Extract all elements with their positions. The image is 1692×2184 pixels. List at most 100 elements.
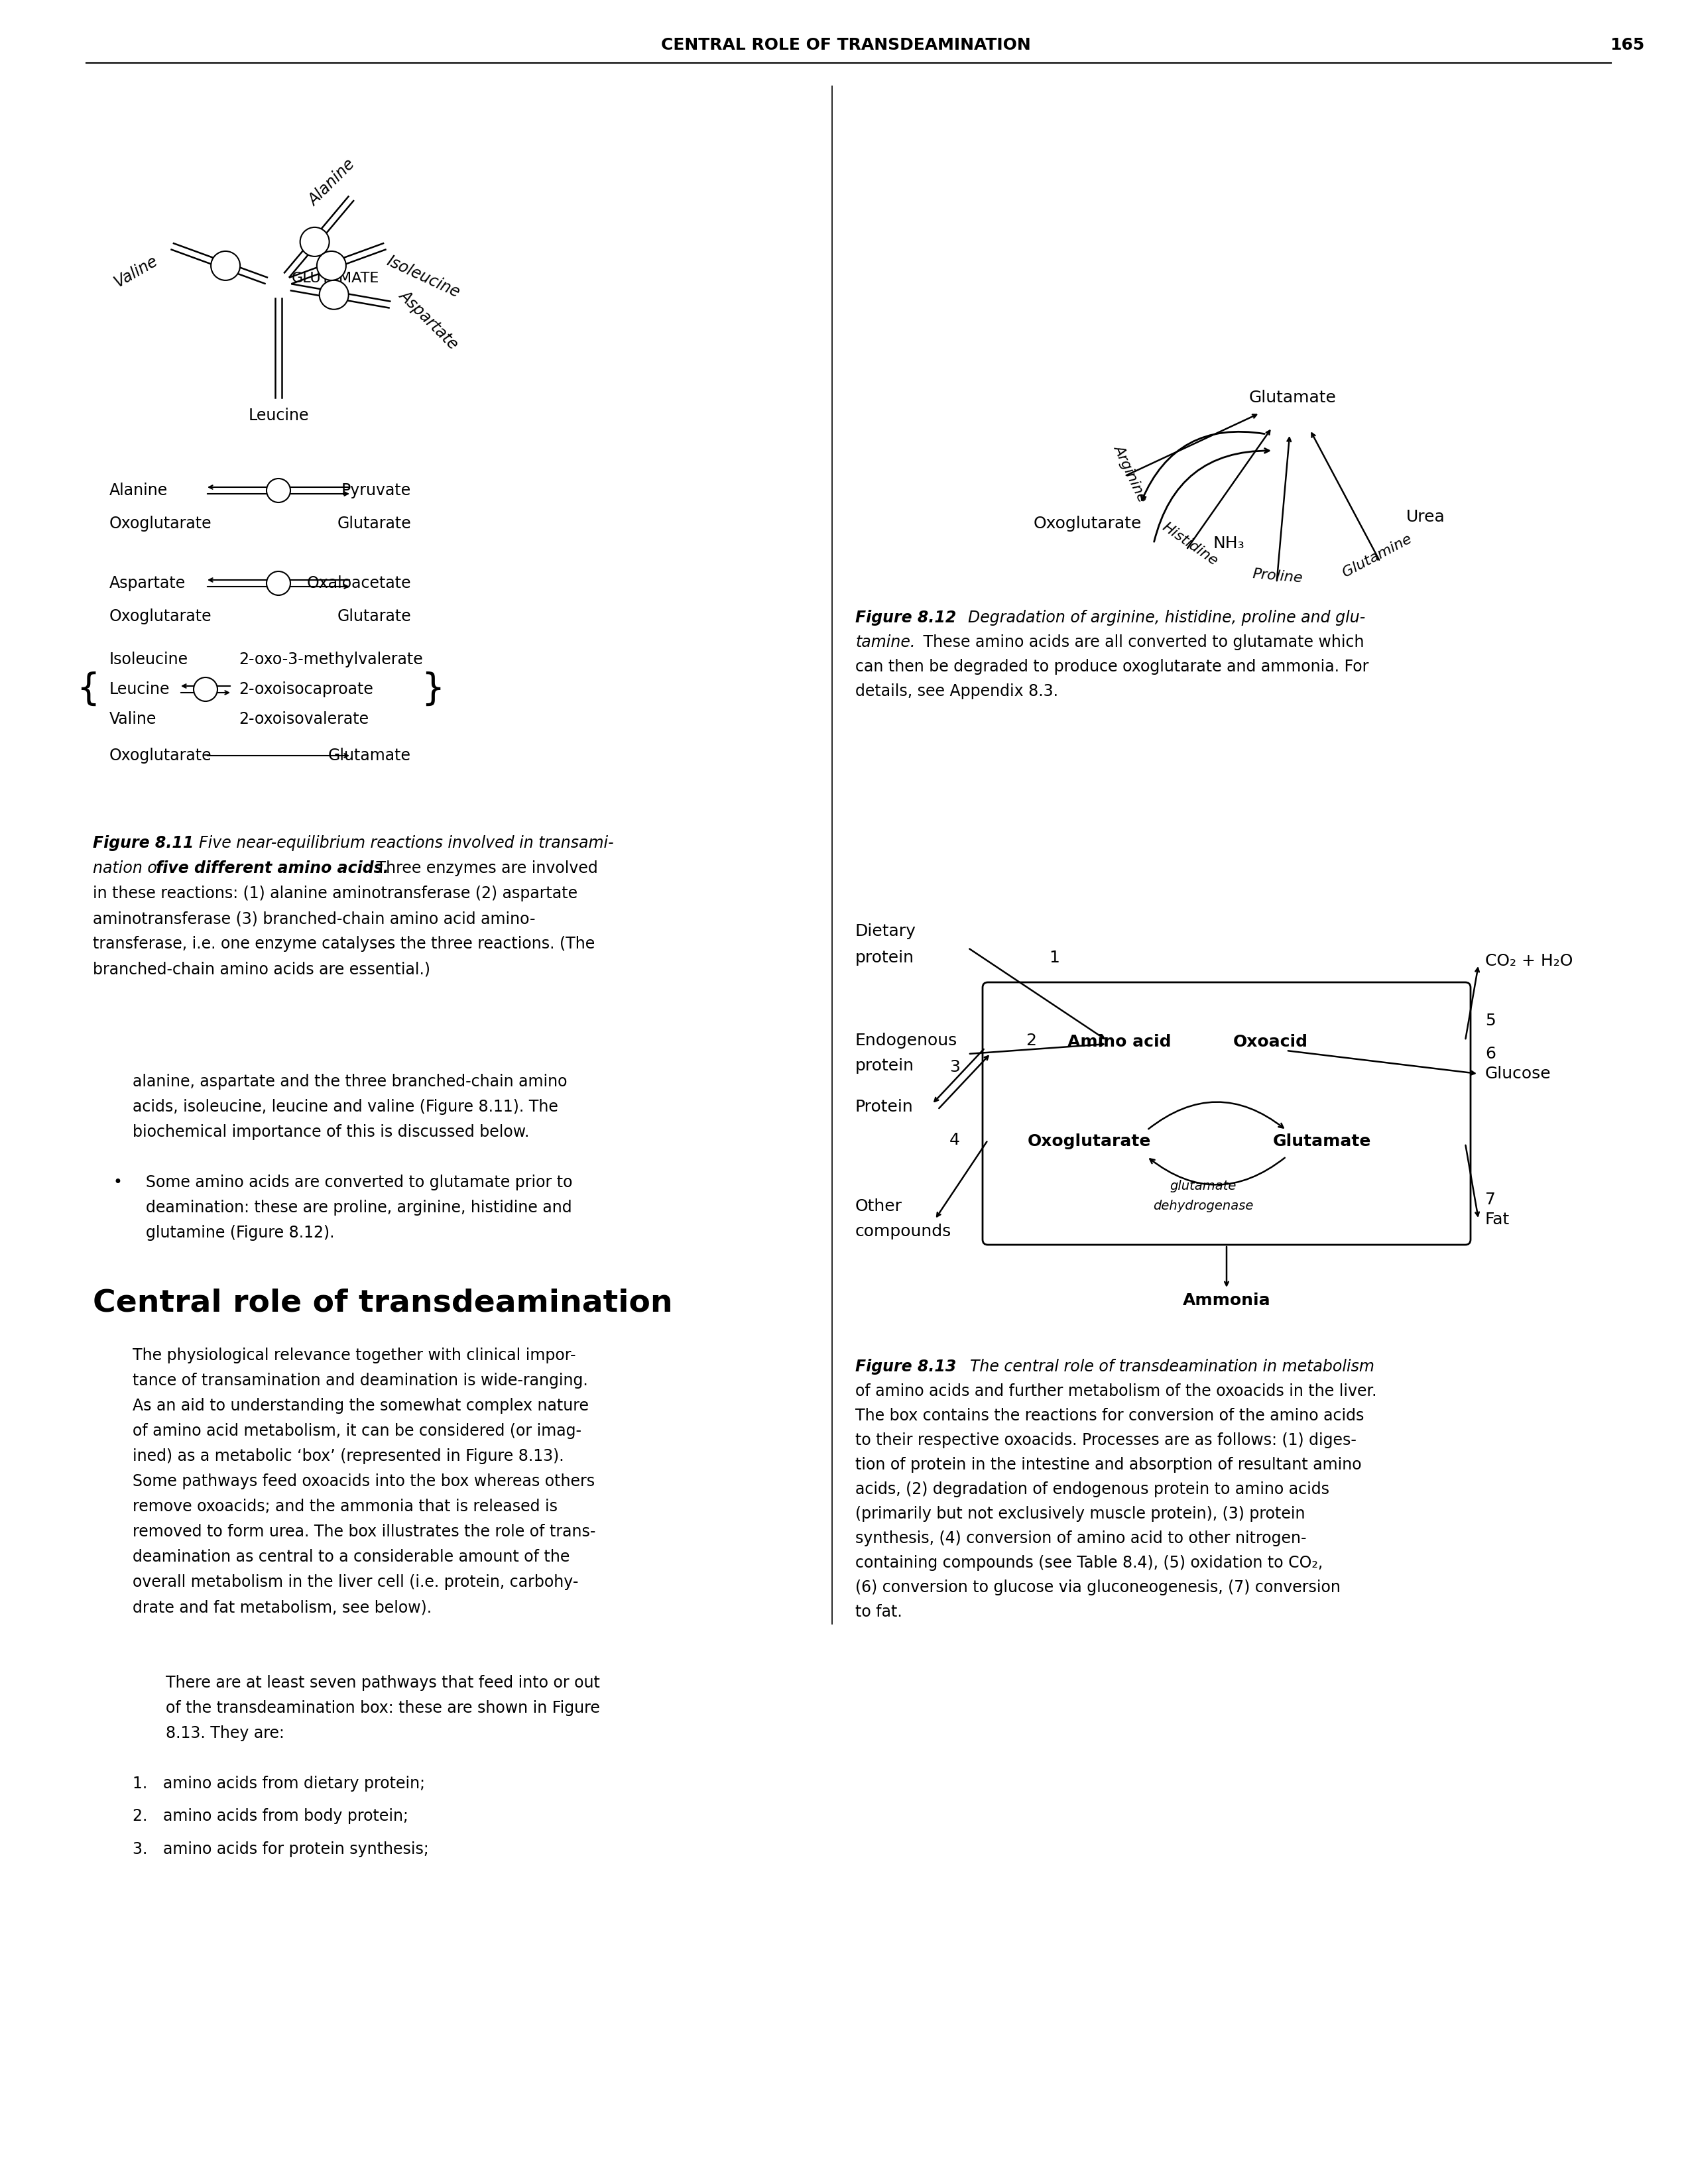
Text: Endogenous: Endogenous	[854, 1033, 958, 1048]
FancyBboxPatch shape	[983, 983, 1470, 1245]
Text: ③: ③	[200, 684, 212, 695]
Text: remove oxoacids; and the ammonia that is released is: remove oxoacids; and the ammonia that is…	[132, 1498, 558, 1514]
Text: (6) conversion to glucose via gluconeogenesis, (7) conversion: (6) conversion to glucose via gluconeoge…	[854, 1579, 1340, 1597]
Text: Degradation of arginine, histidine, proline and glu-: Degradation of arginine, histidine, prol…	[958, 609, 1365, 625]
Text: Figure 8.13: Figure 8.13	[854, 1358, 956, 1374]
Text: 3. amino acids for protein synthesis;: 3. amino acids for protein synthesis;	[132, 1841, 428, 1856]
Text: CO₂ + H₂O: CO₂ + H₂O	[1486, 952, 1574, 970]
Text: Arginine: Arginine	[1112, 443, 1149, 505]
Text: 3: 3	[949, 1059, 959, 1075]
Text: Oxaloacetate: Oxaloacetate	[306, 574, 411, 592]
Text: Fat: Fat	[1486, 1212, 1509, 1227]
Text: Oxoacid: Oxoacid	[1233, 1033, 1308, 1051]
Text: nation of: nation of	[93, 860, 168, 876]
Text: Aspartate: Aspartate	[396, 286, 462, 352]
Text: ②: ②	[328, 288, 340, 301]
Text: in these reactions: (1) alanine aminotransferase (2) aspartate: in these reactions: (1) alanine aminotra…	[93, 885, 577, 902]
Text: Glucose: Glucose	[1486, 1066, 1552, 1081]
Text: Aspartate: Aspartate	[110, 574, 186, 592]
Text: of amino acids and further metabolism of the oxoacids in the liver.: of amino acids and further metabolism of…	[854, 1382, 1377, 1400]
Text: Glutamate: Glutamate	[1249, 389, 1337, 406]
Text: Isoleucine: Isoleucine	[110, 651, 188, 668]
Text: The central role of transdeamination in metabolism: The central role of transdeamination in …	[959, 1358, 1374, 1374]
Circle shape	[267, 572, 291, 596]
Text: 2: 2	[1025, 1033, 1036, 1048]
Text: protein: protein	[854, 1057, 914, 1075]
Text: transferase, i.e. one enzyme catalyses the three reactions. (The: transferase, i.e. one enzyme catalyses t…	[93, 937, 596, 952]
Text: Valine: Valine	[110, 712, 157, 727]
Text: Valine: Valine	[112, 253, 161, 290]
Text: of amino acid metabolism, it can be considered (or imag-: of amino acid metabolism, it can be cons…	[132, 1424, 582, 1439]
Text: Pyruvate: Pyruvate	[342, 483, 411, 498]
Text: ined) as a metabolic ‘box’ (represented in Figure 8.13).: ined) as a metabolic ‘box’ (represented …	[132, 1448, 563, 1463]
Text: details, see Appendix 8.3.: details, see Appendix 8.3.	[854, 684, 1058, 699]
Text: Three enzymes are involved: Three enzymes are involved	[371, 860, 597, 876]
Text: ③: ③	[325, 260, 337, 273]
Circle shape	[299, 227, 330, 256]
Text: Figure 8.12: Figure 8.12	[854, 609, 956, 625]
Text: As an aid to understanding the somewhat complex nature: As an aid to understanding the somewhat …	[132, 1398, 589, 1413]
Text: tance of transamination and deamination is wide-ranging.: tance of transamination and deamination …	[132, 1374, 587, 1389]
Text: Oxoglutarate: Oxoglutarate	[1027, 1133, 1151, 1149]
Circle shape	[267, 478, 291, 502]
Text: Isoleucine: Isoleucine	[384, 253, 462, 301]
Text: 6: 6	[1486, 1046, 1496, 1061]
Text: Protein: Protein	[854, 1099, 914, 1114]
Text: deamination: these are proline, arginine, histidine and: deamination: these are proline, arginine…	[146, 1199, 572, 1216]
Text: aminotransferase (3) branched-chain amino acid amino-: aminotransferase (3) branched-chain amin…	[93, 911, 535, 926]
Text: glutamate: glutamate	[1171, 1179, 1237, 1192]
Text: Alanine: Alanine	[110, 483, 168, 498]
Circle shape	[320, 280, 349, 310]
Text: Dietary: Dietary	[854, 924, 915, 939]
Text: Other: Other	[854, 1199, 902, 1214]
Text: acids, isoleucine, leucine and valine (Figure 8.11). The: acids, isoleucine, leucine and valine (F…	[132, 1099, 558, 1114]
Text: 165: 165	[1609, 37, 1645, 52]
Text: {: {	[76, 670, 100, 708]
Circle shape	[193, 677, 218, 701]
Text: alanine, aspartate and the three branched-chain amino: alanine, aspartate and the three branche…	[132, 1075, 567, 1090]
Text: branched-chain amino acids are essential.): branched-chain amino acids are essential…	[93, 961, 430, 976]
Text: 5: 5	[1486, 1013, 1496, 1029]
Text: Oxoglutarate: Oxoglutarate	[110, 609, 212, 625]
Text: 2. amino acids from body protein;: 2. amino acids from body protein;	[132, 1808, 408, 1824]
Text: biochemical importance of this is discussed below.: biochemical importance of this is discus…	[132, 1125, 530, 1140]
Text: compounds: compounds	[854, 1223, 951, 1241]
Text: containing compounds (see Table 8.4), (5) oxidation to CO₂,: containing compounds (see Table 8.4), (5…	[854, 1555, 1323, 1570]
Text: Oxoglutarate: Oxoglutarate	[110, 515, 212, 531]
Text: Glutamate: Glutamate	[328, 747, 411, 764]
Text: 1: 1	[1049, 950, 1059, 965]
Text: tion of protein in the intestine and absorption of resultant amino: tion of protein in the intestine and abs…	[854, 1457, 1362, 1472]
Text: }: }	[421, 670, 445, 708]
Circle shape	[212, 251, 240, 280]
Text: ③: ③	[220, 260, 232, 273]
Text: Glutamine: Glutamine	[1340, 533, 1415, 579]
Text: 1. amino acids from dietary protein;: 1. amino acids from dietary protein;	[132, 1776, 425, 1791]
Text: Ammonia: Ammonia	[1183, 1293, 1271, 1308]
Text: Figure 8.11: Figure 8.11	[93, 834, 195, 852]
Text: acids, (2) degradation of endogenous protein to amino acids: acids, (2) degradation of endogenous pro…	[854, 1481, 1330, 1498]
Text: 2-oxoisocaproate: 2-oxoisocaproate	[239, 681, 374, 697]
Text: ②: ②	[272, 577, 284, 590]
Text: GLUTAMATE: GLUTAMATE	[291, 271, 379, 286]
Text: Glutarate: Glutarate	[337, 515, 411, 531]
Text: dehydrogenase: dehydrogenase	[1154, 1199, 1254, 1212]
Text: synthesis, (4) conversion of amino acid to other nitrogen-: synthesis, (4) conversion of amino acid …	[854, 1531, 1306, 1546]
Text: drate and fat metabolism, see below).: drate and fat metabolism, see below).	[132, 1599, 431, 1616]
Text: CENTRAL ROLE OF TRANSDEAMINATION: CENTRAL ROLE OF TRANSDEAMINATION	[662, 37, 1030, 52]
Text: Glutamate: Glutamate	[1272, 1133, 1371, 1149]
Text: Central role of transdeamination: Central role of transdeamination	[93, 1289, 673, 1317]
Text: Proline: Proline	[1252, 568, 1303, 585]
Text: glutamine (Figure 8.12).: glutamine (Figure 8.12).	[146, 1225, 335, 1241]
Text: 2-oxoisovalerate: 2-oxoisovalerate	[239, 712, 369, 727]
Text: Some amino acids are converted to glutamate prior to: Some amino acids are converted to glutam…	[146, 1175, 572, 1190]
Text: 2-oxo-3-methylvalerate: 2-oxo-3-methylvalerate	[239, 651, 423, 668]
Text: NH₃: NH₃	[1213, 535, 1245, 553]
Text: Leucine: Leucine	[110, 681, 171, 697]
Text: 8.13. They are:: 8.13. They are:	[166, 1725, 284, 1741]
Text: Five near-equilibrium reactions involved in transami-: Five near-equilibrium reactions involved…	[190, 834, 614, 852]
Text: (primarily but not exclusively muscle protein), (3) protein: (primarily but not exclusively muscle pr…	[854, 1507, 1305, 1522]
Text: ①: ①	[272, 485, 284, 496]
Text: overall metabolism in the liver cell (i.e. protein, carbohy-: overall metabolism in the liver cell (i.…	[132, 1575, 579, 1590]
Text: removed to form urea. The box illustrates the role of trans-: removed to form urea. The box illustrate…	[132, 1524, 596, 1540]
Text: ①: ①	[310, 236, 320, 249]
